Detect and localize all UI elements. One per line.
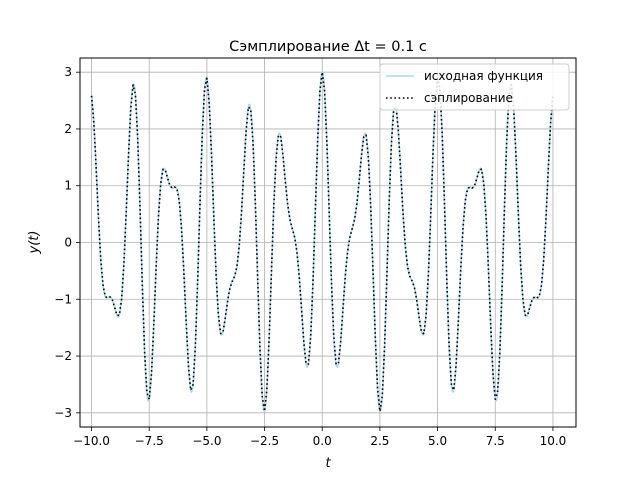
y-tick-label: −1 (54, 292, 72, 306)
series-layer (90, 71, 554, 413)
legend: исходная функция сэплирование (379, 63, 570, 111)
chart-title: Сэмплирование Δt = 0.1 с (229, 39, 427, 55)
y-tick-label: −2 (54, 349, 72, 363)
x-tick-label: 10.0 (540, 434, 567, 448)
x-tick-label: 0.0 (313, 434, 332, 448)
x-tick-label: −5.0 (192, 434, 221, 448)
y-tick-label: 1 (64, 179, 72, 193)
x-tick-label: −10.0 (73, 434, 110, 448)
x-tick-label: −7.5 (135, 434, 164, 448)
x-tick-label: −2.5 (250, 434, 279, 448)
x-axis-label: t (325, 456, 331, 471)
series-line-sampled (90, 71, 554, 413)
y-tick-label: 3 (64, 65, 72, 79)
legend-label-sampled: сэплирование (424, 91, 513, 105)
x-tick-label: 5.0 (428, 434, 447, 448)
y-axis: −3 −2 −1 0 1 2 3 (54, 65, 80, 420)
series-line-original (90, 71, 554, 413)
x-tick-label: 2.5 (370, 434, 389, 448)
legend-label-original: исходная функция (424, 69, 543, 83)
y-tick-label: −3 (54, 406, 72, 420)
x-tick-label: 7.5 (486, 434, 505, 448)
y-tick-label: 0 (64, 236, 72, 250)
y-axis-label: y(t) (27, 231, 42, 255)
y-tick-label: 2 (64, 122, 72, 136)
x-axis: −10.0 −7.5 −5.0 −2.5 0.0 2.5 5.0 7.5 10.0 (73, 427, 566, 448)
legend-box (379, 63, 570, 111)
